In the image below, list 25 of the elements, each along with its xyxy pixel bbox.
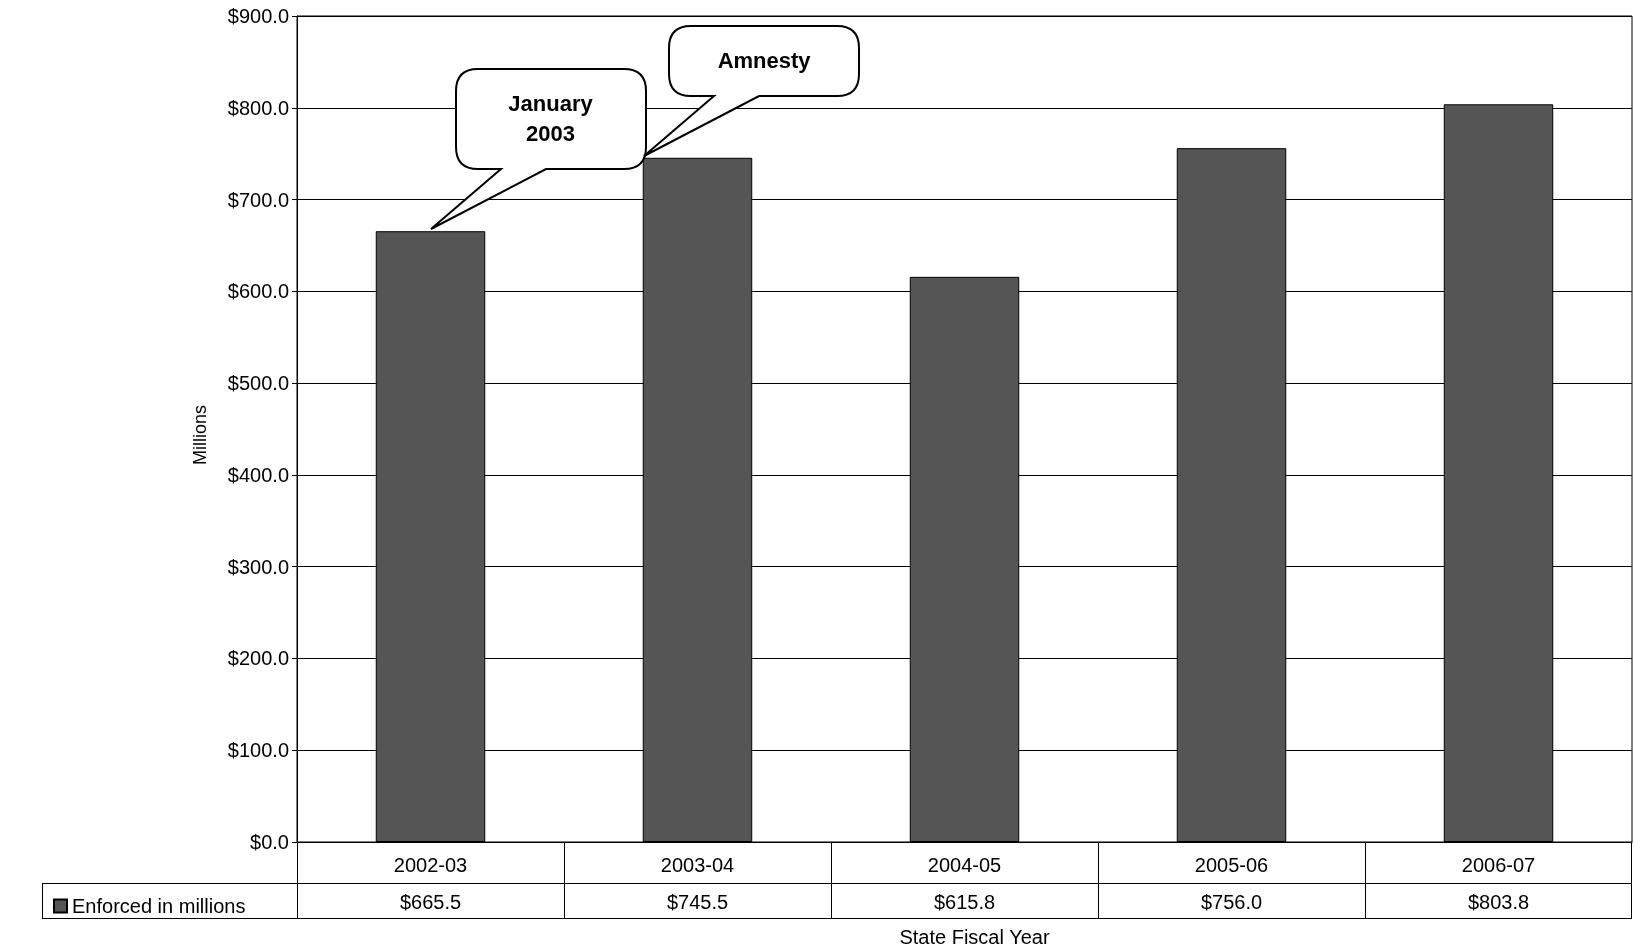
y-tick-label: $0.0 [250, 831, 289, 853]
data-label: $803.8 [1467, 891, 1530, 914]
y-tick-label: $400.0 [227, 463, 289, 486]
x-tick-label: 2006-07 [1461, 854, 1536, 876]
x-tick-label: 2004-05 [927, 854, 1002, 876]
x-tick-label: 2003-04 [660, 854, 735, 876]
y-tick-label: $200.0 [227, 647, 289, 670]
legend-label: Enforced in millions [72, 895, 246, 917]
y-tick-label: $500.0 [227, 372, 289, 395]
y-tick-label: $900.0 [227, 5, 289, 27]
y-tick-label: $700.0 [227, 188, 289, 211]
data-label: $665.5 [399, 891, 462, 914]
y-tick-label: $800.0 [227, 96, 289, 119]
annotation: Amnesty [716, 46, 812, 75]
y-tick-label: $300.0 [227, 555, 289, 578]
annotation: January 2003 [507, 90, 594, 149]
data-label: $745.5 [666, 891, 729, 914]
x-axis-title: State Fiscal Year [899, 926, 1050, 949]
x-tick-label: 2005-06 [1194, 854, 1269, 876]
data-label: $756.0 [1200, 891, 1263, 914]
y-tick-label: $100.0 [227, 739, 289, 762]
y-tick-label: $600.0 [227, 280, 289, 303]
data-label: $615.8 [933, 891, 996, 914]
x-tick-label: 2002-03 [393, 854, 468, 876]
y-axis-title: Millions [190, 404, 211, 465]
